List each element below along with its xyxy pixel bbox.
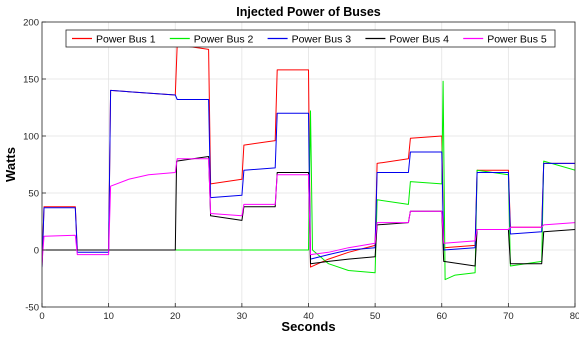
y-tick-label: 0 (34, 246, 39, 257)
legend-label: Power Bus 5 (487, 34, 547, 46)
legend: Power Bus 1 Power Bus 2 Power Bus 3 Power B… (65, 29, 556, 48)
y-axis-label: Watts (3, 147, 18, 182)
legend-label: Power Bus 4 (389, 34, 449, 46)
legend-label: Power Bus 1 (96, 34, 156, 46)
x-tick-label: 60 (436, 311, 447, 322)
x-tick-label: 70 (503, 311, 514, 322)
x-tick-label: 10 (103, 311, 114, 322)
x-tick-label: 0 (39, 311, 44, 322)
y-tick-label: 150 (23, 75, 39, 86)
series-layer (42, 44, 575, 281)
legend-item: Power Bus 5 (463, 34, 547, 46)
x-tick-label: 80 (570, 311, 579, 322)
legend-item: Power Bus 2 (169, 34, 254, 46)
series-line-2 (42, 80, 575, 281)
y-tick-label: -50 (25, 303, 39, 314)
x-tick-label: 30 (237, 311, 248, 322)
y-tick-label: 50 (28, 189, 39, 200)
series-line-5 (42, 158, 575, 264)
y-tick-label: 200 (23, 18, 39, 29)
legend-label: Power Bus 3 (292, 34, 352, 46)
y-tick-label: 100 (23, 132, 39, 143)
x-tick-label: 50 (370, 311, 381, 322)
legend-label: Power Bus 2 (194, 34, 254, 46)
legend-item: Power Bus 4 (365, 34, 449, 46)
legend-item: Power Bus 1 (72, 34, 156, 46)
x-axis-label: Seconds (281, 319, 335, 334)
legend-box (65, 29, 556, 48)
x-tick-label: 40 (303, 311, 314, 322)
chart-title: Injected Power of Buses (236, 5, 381, 19)
legend-item: Power Bus 3 (267, 34, 352, 46)
x-tick-label: 20 (170, 311, 181, 322)
